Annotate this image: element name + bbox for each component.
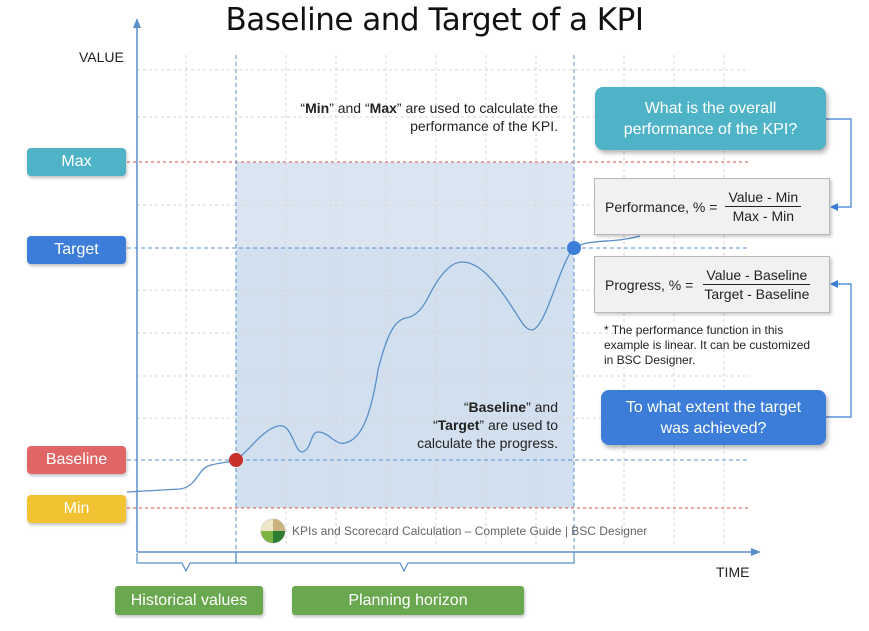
footnote: * The performance function in this examp… xyxy=(604,323,811,367)
progress-formula: Progress, % = Value - Baseline Target - … xyxy=(594,256,830,313)
performance-connector-arrow xyxy=(830,203,838,211)
bsc-designer-logo-icon xyxy=(260,518,286,544)
performance-question-callout: What is the overall performance of the K… xyxy=(595,87,826,150)
y-axis-label: VALUE xyxy=(79,49,124,65)
progress-connector xyxy=(826,283,852,418)
target-badge: Target xyxy=(27,236,126,264)
y-axis-arrow xyxy=(133,18,141,28)
baseline-badge: Baseline xyxy=(27,446,126,474)
historical-brace xyxy=(136,553,237,573)
performance-denominator: Max - Min xyxy=(732,208,795,224)
progress-denominator: Target - Baseline xyxy=(704,286,810,302)
x-axis-label: TIME xyxy=(716,564,750,580)
historical-values-badge: Historical values xyxy=(115,586,263,615)
progress-question-callout: To what extent the target was achieved? xyxy=(601,390,826,445)
performance-fraction: Value - Min Max - Min xyxy=(725,189,802,224)
performance-connector xyxy=(826,118,852,208)
performance-numerator: Value - Min xyxy=(725,189,802,207)
watermark-text: KPIs and Scorecard Calculation – Complet… xyxy=(292,524,648,538)
progress-formula-label: Progress, % = xyxy=(605,276,694,293)
performance-formula: Performance, % = Value - Min Max - Min xyxy=(594,178,830,235)
vertical-grid xyxy=(185,55,725,545)
progress-fraction: Value - Baseline Target - Baseline xyxy=(701,267,812,302)
planning-horizon-badge: Planning horizon xyxy=(292,586,524,615)
max-badge: Max xyxy=(27,148,126,176)
page-title: Baseline and Target of a KPI xyxy=(225,2,644,38)
min-badge: Min xyxy=(27,495,126,523)
baseline-target-note: “Baseline” and “Target” are used to calc… xyxy=(417,399,558,451)
watermark: KPIs and Scorecard Calculation – Complet… xyxy=(260,518,647,544)
target-band xyxy=(236,248,574,508)
performance-formula-label: Performance, % = xyxy=(605,198,718,215)
baseline-point xyxy=(229,453,243,467)
progress-numerator: Value - Baseline xyxy=(703,267,811,285)
min-max-note: “Min” and “Max” are used to calculate th… xyxy=(300,100,558,134)
kpi-curve xyxy=(126,235,641,493)
x-axis-arrow xyxy=(751,548,761,556)
target-point xyxy=(567,241,581,255)
progress-connector-arrow xyxy=(830,280,838,288)
planning-brace xyxy=(235,553,575,573)
